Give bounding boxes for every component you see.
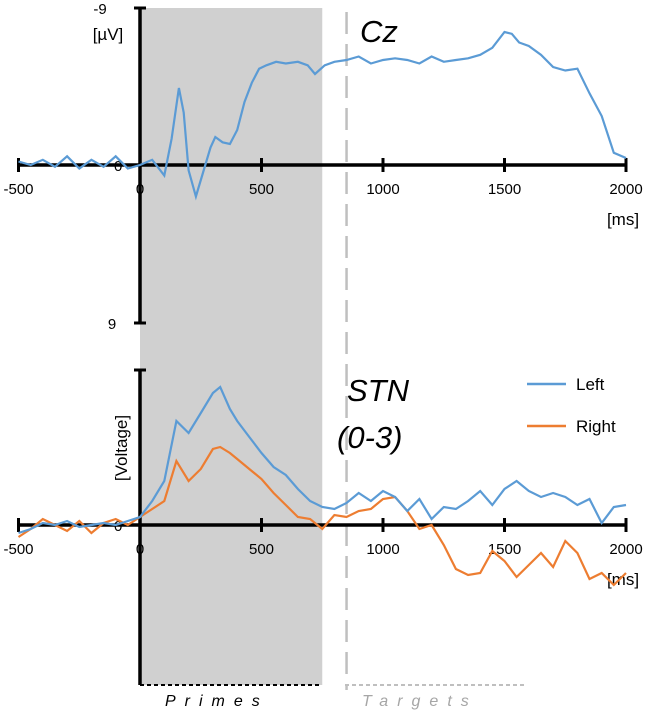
cz-x-unit-label: [ms] (607, 210, 639, 229)
cz-y-tick-label-bottom: 9 (108, 316, 116, 333)
cz-x-ticks: -500 0 500 1000 1500 2000 (3, 158, 643, 198)
cz-series-line (18, 30, 627, 201)
x-tick-label: 500 (249, 181, 274, 198)
x-tick-label: 1500 (488, 541, 521, 558)
stn-y-label: [Voltage] (112, 415, 131, 481)
x-tick-label: 1000 (366, 181, 399, 198)
x-tick-label: 1500 (488, 181, 521, 198)
primes-label: Primes (165, 693, 269, 710)
cz-y-tick-label-zero: 0 (114, 158, 122, 175)
stn-panel-title-line2: (0-3) (337, 420, 402, 455)
stn-x-unit-label: [ms] (607, 570, 639, 589)
legend-left-label: Left (576, 375, 605, 394)
cz-panel-title: Cz (360, 14, 398, 49)
x-tick-label: -500 (3, 541, 33, 558)
legend-right-label: Right (576, 417, 616, 436)
cz-panel: -500 0 500 1000 1500 2000 -9 [µV] 0 9 [ms] Cz (3, 1, 642, 333)
stn-left-series-line (18, 385, 627, 535)
targets-label: Targets (362, 693, 478, 710)
x-tick-label: 0 (136, 541, 144, 558)
x-tick-label: 2000 (609, 181, 642, 198)
x-tick-label: -500 (3, 181, 33, 198)
x-tick-label: 1000 (366, 541, 399, 558)
cz-y-tick-label-top: -9 (93, 1, 106, 18)
x-tick-label: 500 (249, 541, 274, 558)
legend: Left Right (527, 375, 616, 436)
stn-panel-title-line1: STN (347, 373, 410, 408)
x-tick-label: 2000 (609, 541, 642, 558)
cz-y-unit-label: [µV] (93, 25, 124, 44)
stn-panel: -500 0 500 1000 1500 2000 [Voltage] 0 [ms] ST… (3, 368, 643, 685)
stn-y-tick-label-zero: 0 (114, 518, 122, 535)
x-tick-label: 0 (136, 181, 144, 198)
primes-shaded-region (140, 8, 323, 685)
